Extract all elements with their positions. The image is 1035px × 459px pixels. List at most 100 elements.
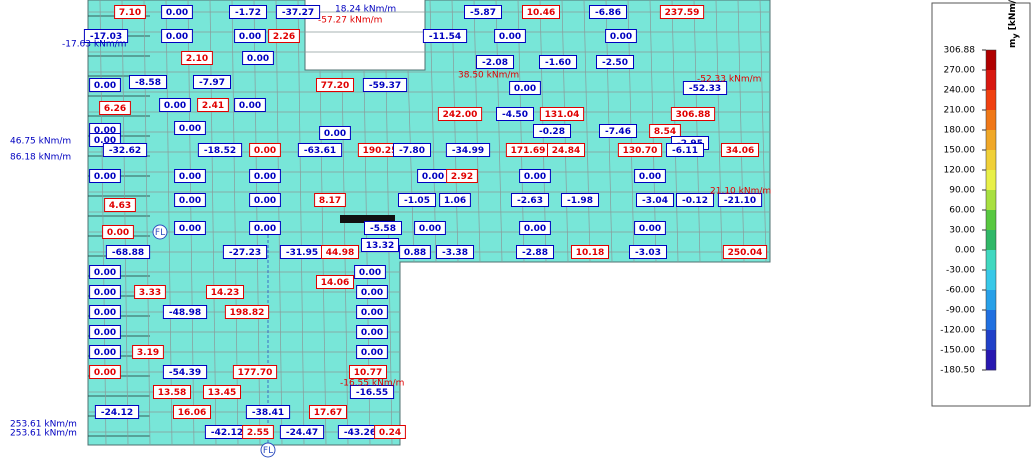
value-label: -54.39 [169,368,201,378]
value-label: 0.00 [94,328,116,338]
value-box [494,29,526,43]
value-label: 4.63 [109,201,131,211]
value-label: -38.41 [252,408,284,418]
element-block [340,215,395,223]
value-label: 0.00 [361,288,383,298]
legend-band [986,190,996,211]
value-box [509,81,541,95]
legend-tick-label: 0.00 [955,246,975,256]
value-box [234,98,266,112]
legend-band [986,210,996,231]
value-box [393,143,431,157]
axis-marker-label: FL [263,446,273,456]
value-label: -18.52 [204,146,236,156]
value-box [364,221,402,235]
value-label: 0.00 [179,124,201,134]
mesh-line [715,0,723,263]
legend-tick-label: 120.00 [944,166,976,176]
value-label: -1.60 [545,58,571,68]
value-box [399,245,431,259]
legend-band [986,310,996,331]
value-box [319,126,351,140]
value-box [629,245,667,259]
value-box [321,245,359,259]
axis-marker-label: FL [155,228,165,238]
value-label: -34.99 [452,146,484,156]
value-box [511,193,549,207]
value-label: -1.98 [567,196,593,206]
value-box [636,193,674,207]
value-box [682,81,728,95]
annotation: -17.63 kNm/m [62,40,126,50]
value-label: 0.00 [166,8,188,18]
legend-band [986,270,996,291]
value-box [203,385,241,399]
legend-tick-label: 306.88 [944,46,976,56]
legend-frame [931,2,1031,407]
mesh-line [143,0,151,446]
value-label: 0.00 [94,172,116,182]
value-label: 24.84 [552,146,580,156]
legend-band [986,50,996,71]
mesh-line [737,0,745,263]
value-box [436,245,474,259]
value-box [374,425,406,439]
value-label: -24.12 [101,408,133,418]
value-label: -4.50 [502,110,528,120]
value-box [437,107,483,121]
value-box [206,285,244,299]
legend: my [kNm/m] 306.88 270.00 240.00 210.00 180.0… [931,0,1031,407]
value-label: 77.20 [321,81,349,91]
legend-subscript: y [1011,33,1020,39]
value-label: 0.24 [379,428,401,438]
value-label: 16.06 [178,408,206,418]
annotation: 253.61 kNm/m [10,420,77,430]
value-box [361,238,399,252]
value-box [268,29,300,43]
value-box [104,198,136,212]
value-box [670,107,716,121]
value-box [649,124,681,138]
annotation: 253.61 kNm/m [10,429,77,439]
value-label: 0.88 [404,248,426,258]
value-box [89,365,121,379]
legend-tick-label: -180.50 [940,366,975,376]
value-box [398,193,436,207]
value-label: 0.00 [639,172,661,182]
value-box [224,305,270,319]
value-label: 0.00 [422,172,444,182]
value-label: 10.77 [354,368,382,378]
annotation: -57.27 kNm/m [318,16,382,26]
value-box [354,265,386,279]
value-box [516,245,554,259]
value-box [316,78,354,92]
annotation: 38.50 kNm/m [458,71,519,81]
value-label: 3.19 [137,348,159,358]
value-label: -68.88 [112,248,144,258]
value-label: -16.55 [356,388,388,398]
value-label: 0.00 [94,126,116,136]
value-label: 130.70 [623,146,658,156]
value-box [193,75,231,89]
annotation: -16.55 kNm/m [340,379,404,389]
value-label: 0.00 [254,196,276,206]
value-label: 306.88 [676,110,711,120]
value-box [414,221,446,235]
axis-marker [152,224,168,240]
value-label: -43.26 [344,428,376,438]
value-box [599,124,637,138]
value-label: -7.80 [399,146,425,156]
annotation: 21.10 kNm/m [710,187,771,197]
value-label: 131.04 [545,110,580,120]
value-box [89,265,121,279]
value-box [519,221,551,235]
value-label: -2.50 [602,58,628,68]
legend-band [986,330,996,351]
value-box [153,385,191,399]
mesh-line [407,69,415,263]
value-label: -31.95 [286,248,318,258]
value-label: 0.00 [94,268,116,278]
value-label: 0.00 [94,368,116,378]
value-label: 190.25 [363,146,398,156]
